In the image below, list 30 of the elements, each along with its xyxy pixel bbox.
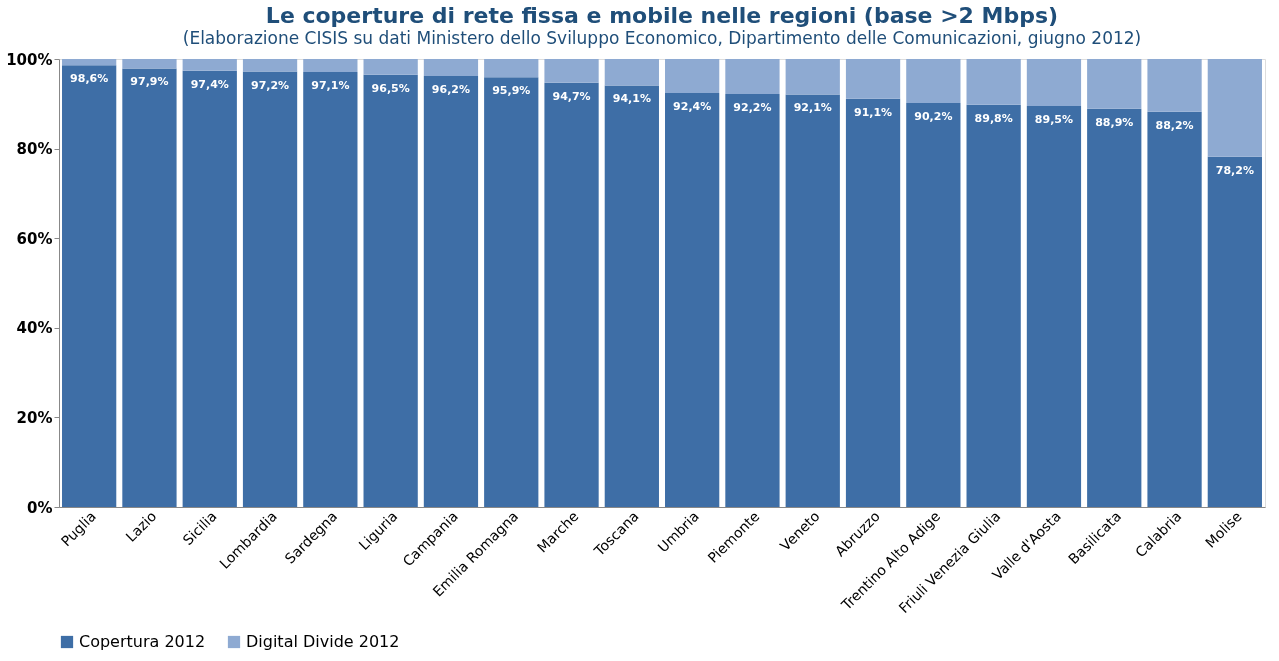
legend-label: Digital Divide 2012 xyxy=(246,632,400,651)
data-label: 78,2% xyxy=(1215,163,1254,177)
data-label: 94,1% xyxy=(612,92,651,106)
data-label: 95,9% xyxy=(492,84,531,98)
data-label: 98,6% xyxy=(70,72,109,86)
y-tick-label: 100% xyxy=(6,50,53,69)
data-label: 92,2% xyxy=(733,100,772,114)
data-label: 90,2% xyxy=(914,109,953,123)
y-tick-label: 40% xyxy=(16,319,53,338)
data-label: 89,8% xyxy=(974,111,1013,125)
data-label: 89,5% xyxy=(1034,113,1074,127)
legend-label: Copertura 2012 xyxy=(79,632,206,651)
data-label: 97,9% xyxy=(130,75,169,89)
data-label: 96,2% xyxy=(431,83,471,97)
y-tick-label: 20% xyxy=(16,408,53,427)
data-label: 88,2% xyxy=(1155,118,1194,132)
data-label: 94,7% xyxy=(552,89,591,103)
data-label: 88,9% xyxy=(1095,115,1134,129)
y-tick-label: 80% xyxy=(16,140,53,159)
data-label: 97,4% xyxy=(190,77,229,91)
chart-title: Le coperture di rete fissa e mobile nelle regioni (base >2 Mbps) xyxy=(265,3,1059,28)
data-label: 96,5% xyxy=(371,81,410,95)
y-tick-label: 0% xyxy=(27,498,53,517)
y-tick-label: 60% xyxy=(16,229,53,248)
chart-subtitle: (Elaborazione CISIS su dati Ministero dello Sviluppo Economico, Dipartimento delle Comunicazioni, giugno 2012) xyxy=(182,28,1142,48)
data-label: 97,1% xyxy=(311,78,350,92)
data-label: 91,1% xyxy=(853,105,893,119)
data-label: 97,2% xyxy=(250,78,290,92)
data-label: 92,4% xyxy=(673,100,712,114)
data-label: 92,1% xyxy=(793,101,832,115)
